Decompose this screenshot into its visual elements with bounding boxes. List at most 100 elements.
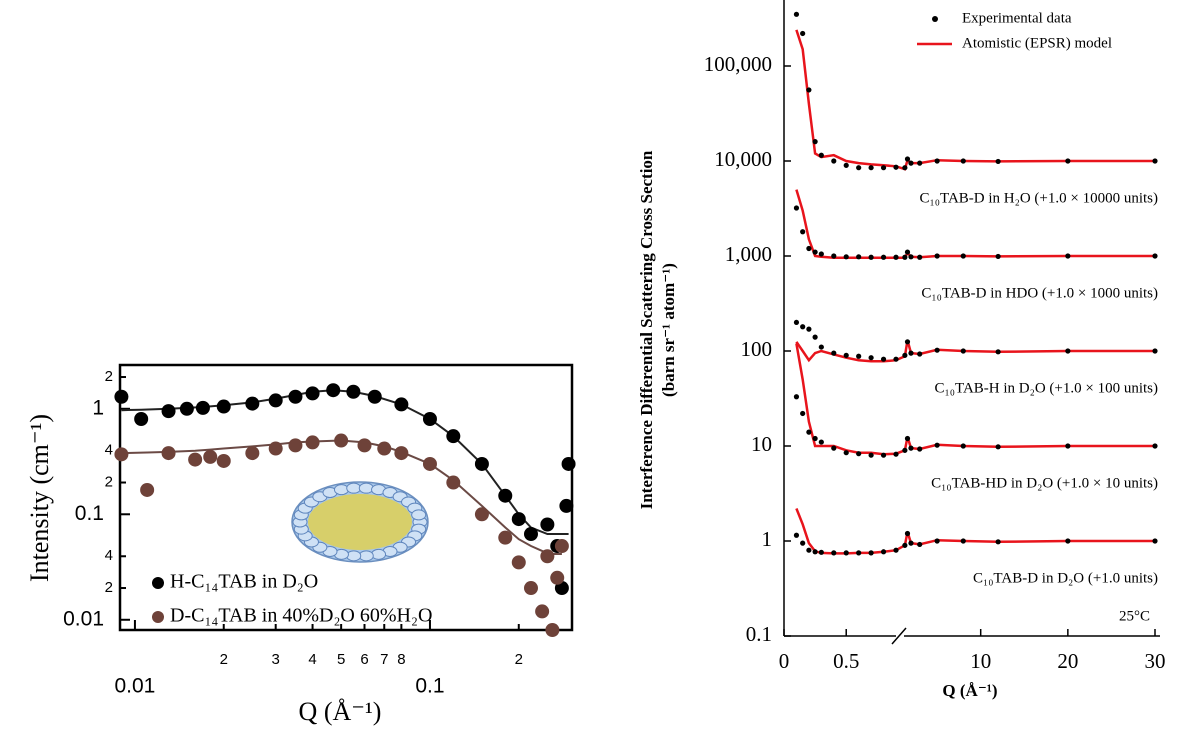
data-point [868,355,874,361]
data-point [474,456,489,471]
data-point [856,165,862,171]
x-tick-label: 0.1 [415,675,444,698]
data-point [511,512,526,527]
data-point [917,541,923,548]
data-point [446,475,461,490]
x-tick-label: 3 [272,651,280,668]
data-point [498,530,513,545]
data-point [843,450,849,456]
micelle-illustration [291,481,429,563]
data-point [934,158,940,164]
data-point [326,383,341,398]
data-point [818,251,824,257]
data-point [902,165,908,171]
data-point [868,550,874,556]
data-point [1152,348,1158,354]
data-point [1065,158,1071,164]
right-y-title: Interference Differential Scattering Cro… [637,150,656,509]
x-tick-label: 5 [337,651,345,668]
data-point [934,442,940,448]
data-point [1065,538,1071,544]
data-point [474,507,489,522]
data-point [800,229,806,235]
dataset-label: C₁₀TAB-HD in D₂O (+1.0 × 10 units) [931,475,1158,491]
data-point [812,435,818,442]
data-point [908,445,914,451]
data-point [305,435,320,450]
left-y-title: Intensity (cm⁻¹) [25,414,54,582]
left-plot-frame [118,363,574,632]
data-point [540,517,555,532]
data-point [1065,348,1071,354]
data-point [908,350,914,356]
data-point [880,165,887,171]
x-tick-label: 2 [515,651,523,668]
data-point [561,456,576,471]
data-point [793,11,800,17]
data-point [179,401,194,416]
y-tick-label: 100 [741,337,773,361]
data-point [523,581,538,596]
data-point [446,429,461,444]
data-point [793,319,800,326]
dataset-label: C₁₀TAB-H in D₂O (+1.0 × 100 units) [935,380,1158,396]
data-point [917,446,923,452]
data-point [806,326,812,332]
data-point [554,539,569,554]
data-point [818,439,824,445]
y-tick-label: 1 [92,396,104,419]
data-point [831,350,837,356]
data-point [422,412,437,427]
micelle-head [346,482,362,494]
data-point [288,389,303,404]
y-tick-label: 2 [105,473,113,490]
data-point [540,549,555,564]
data-point [114,447,129,462]
data-point [559,498,574,513]
data-point [161,404,176,419]
x-tick-label: 8 [397,651,405,668]
x-tick-label: 20 [1057,649,1078,673]
data-point [995,253,1001,260]
data-point [812,249,818,255]
data-point [1152,538,1158,544]
data-point [806,547,812,553]
data-point [535,604,550,619]
data-point [800,540,806,546]
data-point [161,446,176,461]
y-tick-label: 2 [105,368,113,385]
data-point [843,162,849,168]
data-point [904,435,911,442]
legend-label: Atomistic (EPSR) model [962,35,1112,51]
data-point [134,412,149,427]
data-point [995,349,1001,355]
data-point [511,555,526,570]
data-point [917,254,923,260]
data-point [960,158,966,164]
axis-break [891,627,907,645]
model-line [795,508,1155,555]
data-point [868,165,874,171]
micelle-head [358,482,374,494]
data-point [793,394,800,400]
data-point [880,254,887,260]
data-point [268,393,283,408]
data-point [800,30,806,37]
data-point [893,547,899,553]
legend-label: D-C₁₄TAB in 40%D₂O 60%H₂O [170,605,432,627]
data-point [893,451,899,457]
data-point [917,351,923,357]
data-point [216,399,231,414]
data-point [843,550,849,556]
y-tick-label: 10 [751,432,772,456]
data-point [893,254,899,260]
y-tick-label: 1,000 [725,242,772,266]
micelle-head [411,509,427,521]
data-point [960,443,966,449]
data-point [995,444,1001,450]
data-point [880,356,887,362]
data-point [902,254,908,260]
data-point [1065,443,1071,449]
micelle-head [358,550,374,562]
